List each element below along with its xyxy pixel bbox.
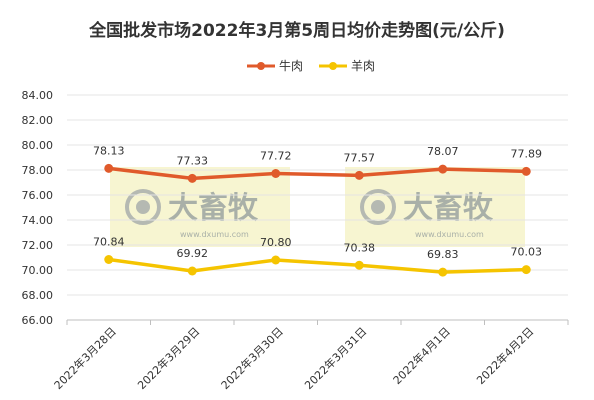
- y-tick-label: 80.00: [22, 139, 54, 152]
- watermark-logo-dot-2: [371, 200, 385, 214]
- y-tick-label: 72.00: [22, 239, 54, 252]
- data-label: 69.83: [427, 248, 459, 261]
- data-point: [187, 173, 197, 183]
- series-line-2: [108, 257, 527, 274]
- legend-marker-2: [329, 62, 337, 70]
- x-tick-label: 2022年4月2日: [473, 324, 536, 387]
- data-label: 77.33: [177, 154, 209, 167]
- watermark-brand-2: 大畜牧: [403, 191, 494, 226]
- data-label: 77.72: [260, 150, 292, 163]
- data-point: [187, 266, 197, 276]
- watermark-logo-icon-2: [360, 189, 396, 225]
- chart-title: 全国批发市场2022年3月第5周日均价走势图(元/公斤): [89, 21, 505, 41]
- watermark-logo-icon-1: [125, 189, 161, 225]
- y-tick-label: 66.00: [22, 314, 54, 327]
- x-tick-label: 2022年3月28日: [51, 324, 119, 392]
- data-point: [521, 265, 531, 275]
- data-label: 70.84: [93, 236, 125, 249]
- data-point: [354, 260, 364, 270]
- y-tick-label: 78.00: [22, 164, 54, 177]
- data-point: [104, 255, 114, 264]
- data-label: 77.89: [511, 147, 543, 160]
- data-point: [354, 170, 364, 180]
- x-tick-label: 2022年4月1日: [390, 324, 453, 387]
- data-label: 70.38: [344, 241, 376, 254]
- legend-marker-1: [257, 62, 265, 70]
- data-label: 77.57: [344, 151, 376, 164]
- legend-label-2: 羊肉: [351, 58, 375, 73]
- data-point: [521, 166, 531, 176]
- x-tick-label: 2022年3月30日: [218, 324, 286, 392]
- data-point: [271, 255, 281, 265]
- data-label: 70.80: [260, 236, 292, 249]
- y-tick-label: 68.00: [22, 289, 54, 302]
- data-point: [271, 169, 281, 178]
- x-tick-label: 2022年3月31日: [301, 324, 369, 392]
- y-tick-label: 84.00: [22, 89, 54, 102]
- y-tick-label: 82.00: [22, 114, 54, 127]
- data-point: [438, 267, 448, 277]
- data-label: 69.92: [177, 247, 209, 260]
- y-tick-label: 74.00: [22, 214, 54, 227]
- data-label: 78.13: [93, 144, 125, 157]
- data-point: [104, 163, 114, 173]
- watermark-logo-dot-1: [136, 200, 150, 214]
- watermark-url-1: www.dxumu.com: [180, 230, 249, 239]
- data-label: 78.07: [427, 145, 459, 158]
- y-tick-label: 76.00: [22, 189, 54, 202]
- y-tick-label: 70.00: [22, 264, 54, 277]
- x-tick-label: 2022年3月29日: [134, 324, 202, 392]
- watermark-url-2: www.dxumu.com: [415, 230, 484, 239]
- data-label: 70.03: [511, 246, 543, 259]
- data-point: [438, 164, 448, 174]
- legend-label-1: 牛肉: [279, 58, 303, 73]
- watermark-brand-1: 大畜牧: [168, 191, 259, 226]
- series-line-1: [108, 166, 527, 181]
